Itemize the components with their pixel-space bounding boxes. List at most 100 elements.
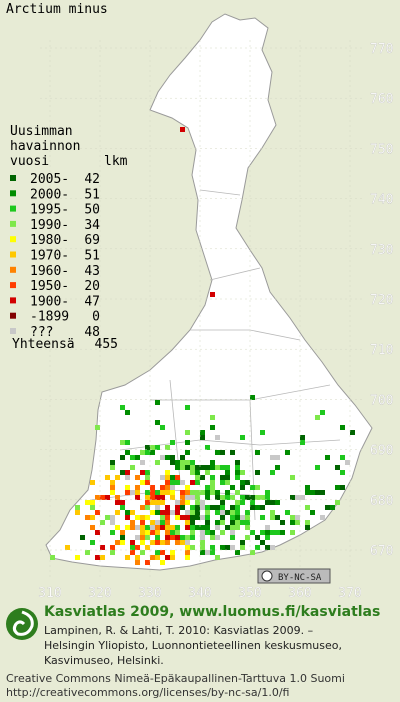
record-square [145, 515, 150, 520]
record-square [90, 525, 95, 530]
record-square [190, 495, 195, 500]
record-square [90, 500, 95, 505]
record-square [210, 415, 215, 420]
record-square [185, 540, 190, 545]
record-square [160, 515, 165, 520]
record-square [175, 510, 180, 515]
record-square [155, 445, 160, 450]
record-square [230, 520, 235, 525]
record-square [190, 530, 195, 535]
record-square [300, 435, 305, 440]
record-square [275, 530, 280, 535]
record-square [210, 475, 215, 480]
record-square [185, 555, 190, 560]
record-square [85, 500, 90, 505]
record-square [240, 495, 245, 500]
record-square [150, 450, 155, 455]
record-square [175, 530, 180, 535]
record-square [235, 490, 240, 495]
record-square [120, 505, 125, 510]
license: Creative Commons Nimeä-Epäkaupallinen-Ta… [6, 672, 345, 685]
record-square [290, 495, 295, 500]
record-square [125, 555, 130, 560]
record-square [185, 405, 190, 410]
record-square [160, 560, 165, 565]
record-square [85, 550, 90, 555]
record-square [215, 555, 220, 560]
record-square [195, 480, 200, 485]
legend-count: 51 [84, 187, 100, 202]
record-square [95, 495, 100, 500]
record-square [140, 535, 145, 540]
record-square [220, 530, 225, 535]
record-square [315, 415, 320, 420]
record-square [50, 555, 55, 560]
record-square [190, 505, 195, 510]
record-square [300, 440, 305, 445]
record-square [200, 490, 205, 495]
record-square [145, 495, 150, 500]
record-square [170, 555, 175, 560]
record-square [130, 455, 135, 460]
record-square [155, 400, 160, 405]
record-square [185, 510, 190, 515]
y-tick-label: 690 [370, 444, 393, 459]
record-square [255, 545, 260, 550]
legend-label: ??? [30, 325, 53, 340]
record-square [150, 510, 155, 515]
record-square [160, 520, 165, 525]
record-square [190, 525, 195, 530]
record-square [210, 292, 215, 297]
record-square [210, 480, 215, 485]
record-square [190, 470, 195, 475]
record-square [210, 550, 215, 555]
record-square [200, 465, 205, 470]
record-square [255, 535, 260, 540]
legend-count: 47 [84, 294, 100, 309]
record-square [175, 465, 180, 470]
license-badge: BY-NC-SA [257, 568, 331, 584]
record-square [200, 515, 205, 520]
record-square [275, 465, 280, 470]
record-square [120, 530, 125, 535]
record-square [75, 510, 80, 515]
record-square [180, 500, 185, 505]
record-square [305, 485, 310, 490]
y-tick-label: 700 [370, 393, 393, 408]
record-square [155, 525, 160, 530]
record-square [140, 515, 145, 520]
record-square [150, 490, 155, 495]
record-square [230, 535, 235, 540]
legend-label: -1899 [30, 310, 69, 325]
record-square [195, 475, 200, 480]
record-square [240, 480, 245, 485]
record-square [165, 525, 170, 530]
record-square [185, 550, 190, 555]
record-square [130, 465, 135, 470]
record-square [250, 495, 255, 500]
record-square [145, 560, 150, 565]
record-square [160, 540, 165, 545]
record-square [255, 505, 260, 510]
record-square [215, 525, 220, 530]
y-tick-label: 730 [370, 243, 393, 258]
record-square [225, 475, 230, 480]
record-square [115, 475, 120, 480]
record-square [180, 505, 185, 510]
record-square [75, 505, 80, 510]
record-square [235, 515, 240, 520]
record-square [160, 495, 165, 500]
record-square [310, 510, 315, 515]
record-square [250, 395, 255, 400]
record-square [120, 440, 125, 445]
record-square [150, 445, 155, 450]
legend-count: 0 [92, 310, 100, 325]
record-square [135, 560, 140, 565]
record-square [245, 535, 250, 540]
record-square [290, 475, 295, 480]
record-square [235, 550, 240, 555]
record-square [240, 515, 245, 520]
record-square [335, 465, 340, 470]
legend-label: 1900- [30, 294, 69, 309]
y-tick-label: 760 [370, 92, 393, 107]
